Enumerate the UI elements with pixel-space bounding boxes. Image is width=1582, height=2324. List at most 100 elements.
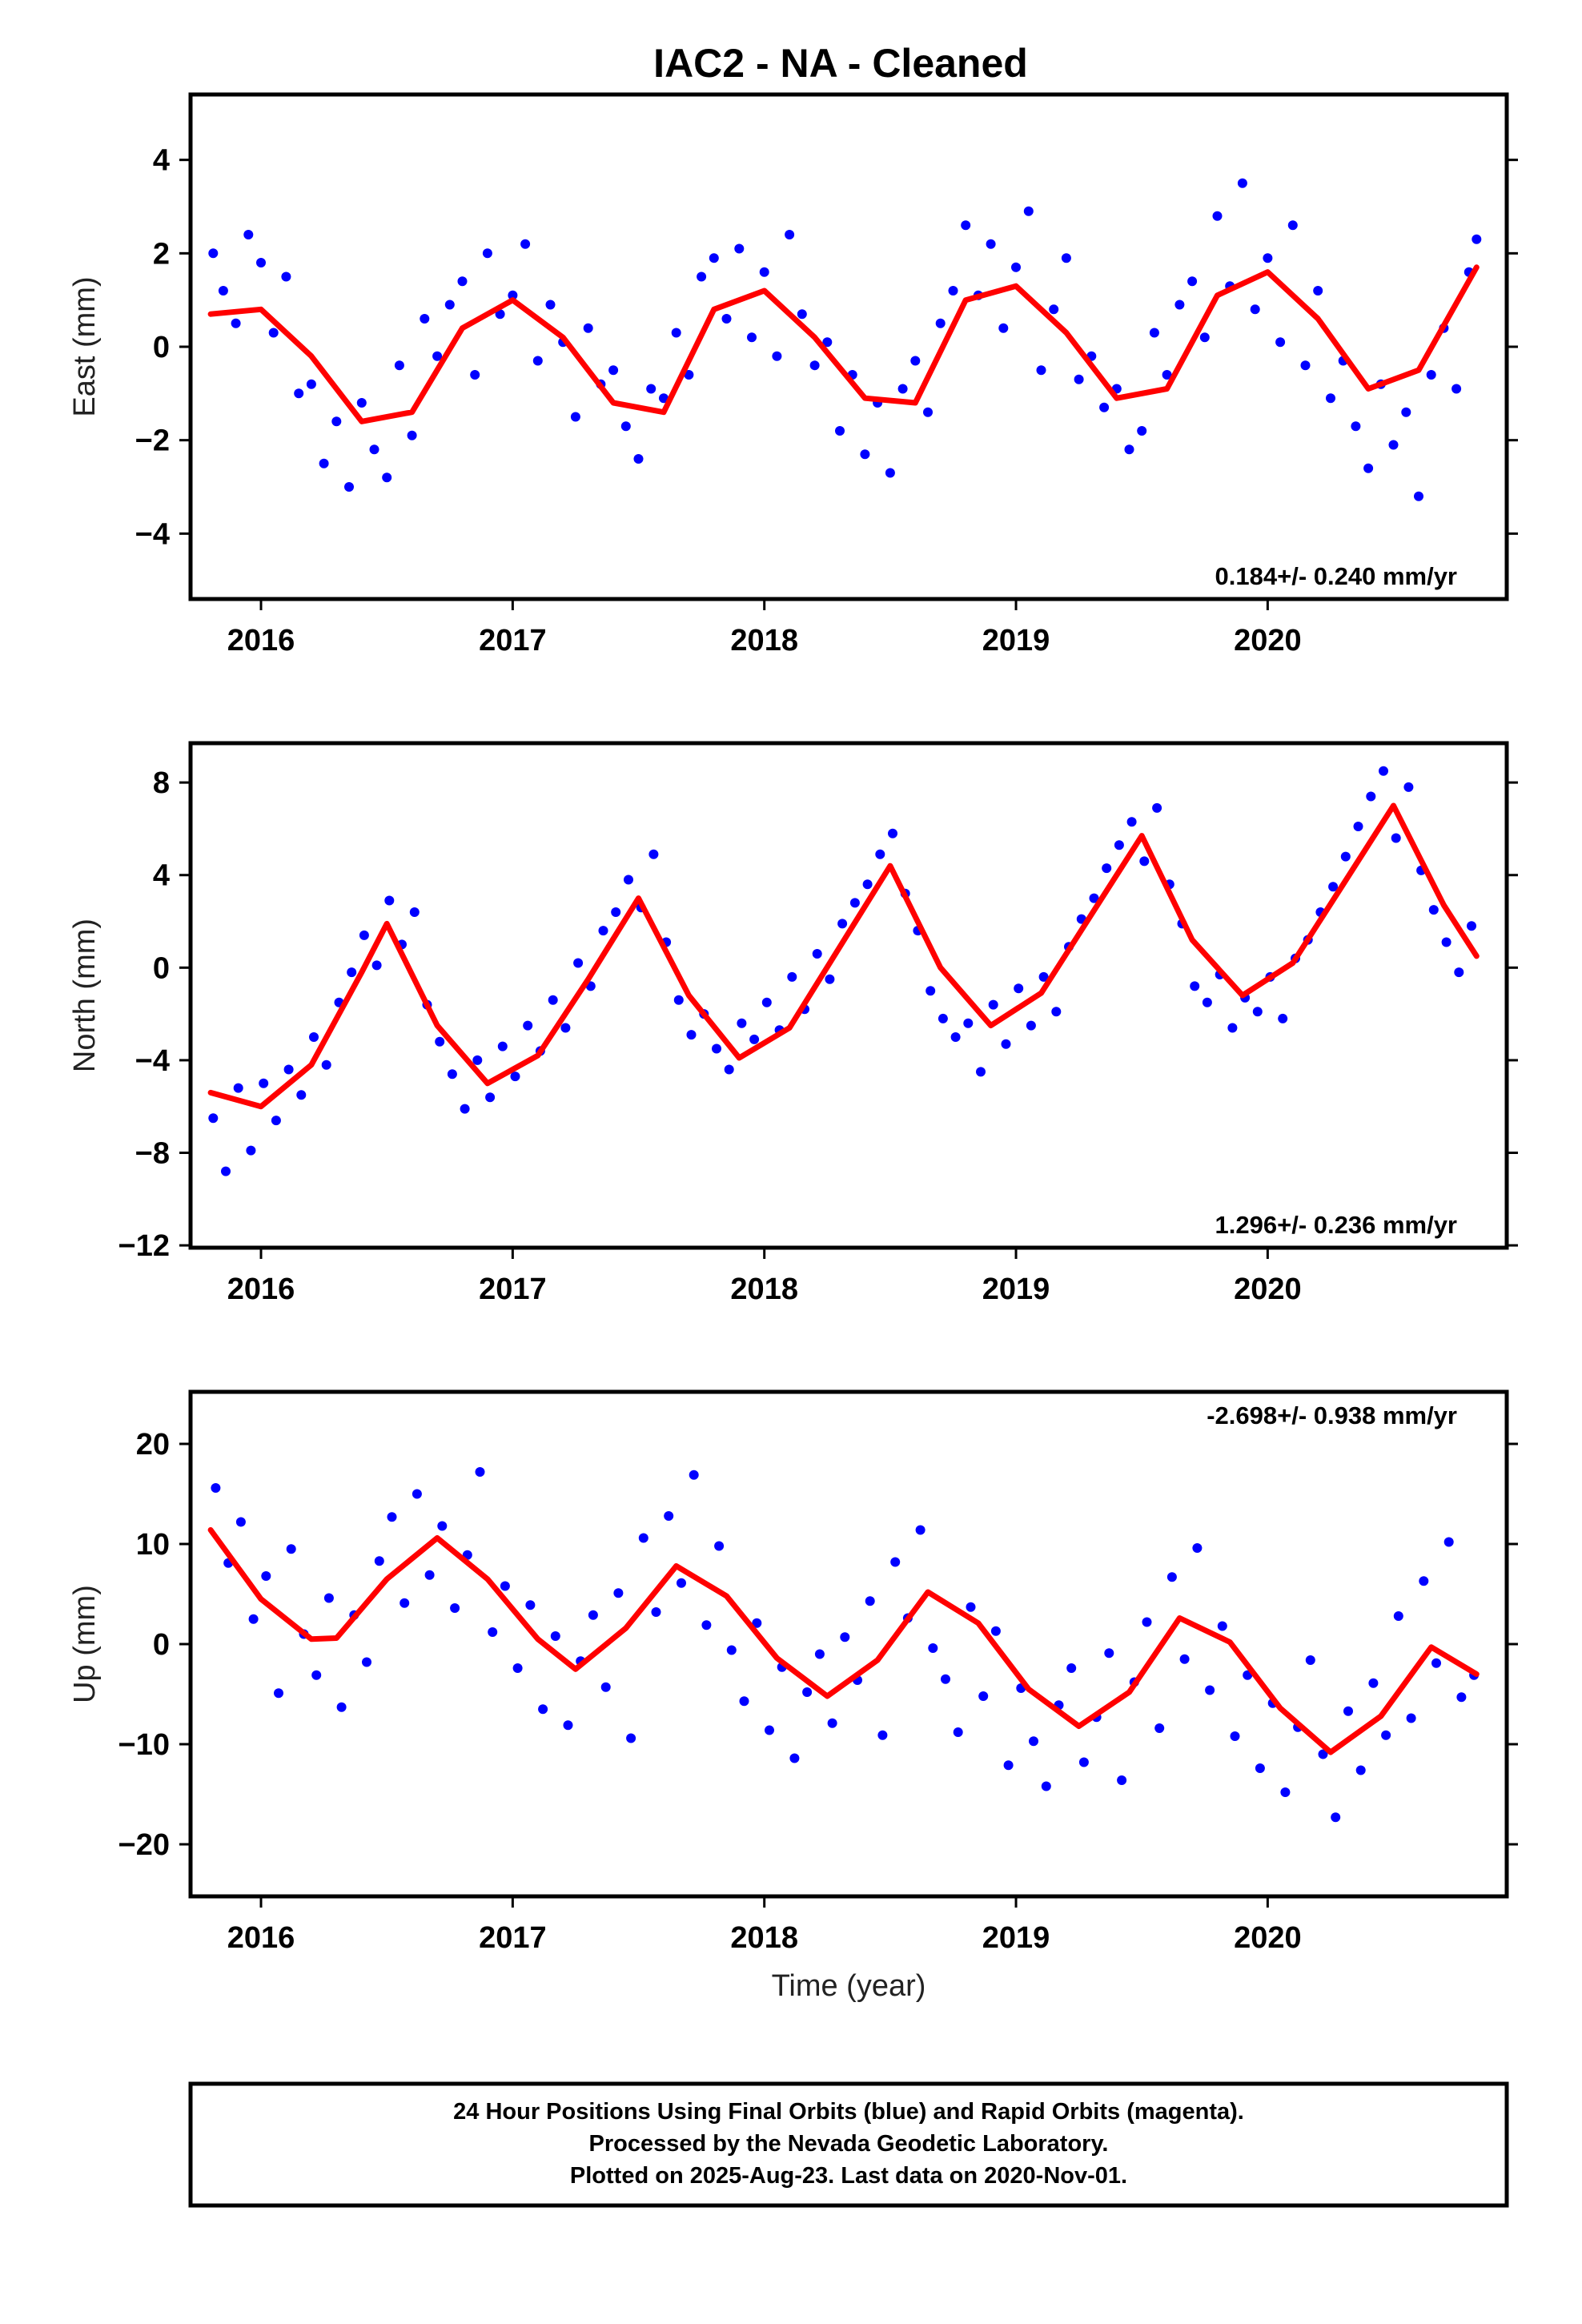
- east-point: [633, 454, 644, 464]
- up-point: [1419, 1576, 1429, 1586]
- north-point: [1441, 937, 1452, 947]
- up-rate-label: -2.698+/- 0.938 mm/yr: [1207, 1401, 1457, 1429]
- up-point: [286, 1544, 296, 1554]
- east-point: [1326, 393, 1335, 404]
- up-fit-line: [207, 1527, 1480, 1755]
- east-point: [1351, 421, 1361, 432]
- east-point: [1199, 332, 1210, 343]
- up-point: [1355, 1765, 1366, 1775]
- up-point: [789, 1753, 800, 1763]
- north-point: [761, 997, 772, 1007]
- north-point: [1252, 1007, 1263, 1017]
- east-point: [1472, 234, 1482, 244]
- north-point: [1152, 802, 1162, 813]
- east-point: [809, 360, 820, 371]
- north-point: [548, 995, 558, 1005]
- north-x-tick-label: 2017: [479, 1273, 547, 1306]
- up-point: [1305, 1655, 1315, 1665]
- up-point: [1166, 1572, 1177, 1582]
- north-point: [384, 895, 395, 906]
- north-point: [460, 1104, 470, 1114]
- east-point: [608, 365, 619, 376]
- east-point: [268, 328, 279, 338]
- north-plot-frame: [188, 741, 1509, 1250]
- up-x-tick-label: 2017: [479, 1921, 547, 1955]
- up-point: [550, 1631, 560, 1641]
- east-point: [218, 286, 228, 296]
- up-point: [1078, 1757, 1089, 1767]
- east-point: [1363, 463, 1374, 473]
- north-point: [1391, 833, 1401, 843]
- up-point: [1393, 1611, 1403, 1621]
- north-point: [1366, 791, 1376, 802]
- east-point: [835, 426, 845, 436]
- north-point: [1403, 782, 1414, 792]
- up-x-tick-label: 2020: [1234, 1921, 1302, 1955]
- east-point: [1074, 374, 1084, 384]
- up-point: [1217, 1621, 1227, 1631]
- up-point: [1255, 1763, 1265, 1773]
- east-point: [1212, 211, 1223, 221]
- north-point: [371, 960, 382, 971]
- east-point: [344, 482, 354, 492]
- east-y-axis-label: East (mm): [68, 276, 102, 416]
- east-point: [935, 318, 946, 328]
- north-point: [1114, 840, 1124, 850]
- up-point: [1205, 1685, 1215, 1695]
- east-point: [948, 286, 958, 296]
- north-point: [1051, 1007, 1062, 1017]
- up-point: [651, 1607, 661, 1617]
- north-fit-group: [207, 802, 1480, 1110]
- east-point: [208, 248, 219, 259]
- east-point: [1414, 491, 1423, 501]
- east-y-tick-label: 2: [153, 237, 170, 271]
- east-x-tick-label: 2018: [730, 624, 798, 657]
- east-point: [1287, 220, 1298, 231]
- up-point: [877, 1730, 888, 1740]
- footer-line-3: Plotted on 2025-Aug-23. Last data on 202…: [570, 2163, 1127, 2189]
- up-point: [1003, 1760, 1014, 1771]
- north-x-tick-label: 2016: [227, 1273, 295, 1306]
- up-point: [512, 1663, 523, 1673]
- up-point: [450, 1603, 460, 1613]
- east-point: [583, 323, 593, 333]
- east-point: [331, 416, 342, 427]
- up-x-tick-label: 2016: [227, 1921, 295, 1955]
- east-point: [1250, 304, 1260, 315]
- north-point: [1428, 905, 1439, 915]
- north-point: [837, 919, 848, 929]
- up-point: [814, 1649, 825, 1659]
- north-point: [624, 875, 633, 885]
- north-point: [246, 1145, 256, 1156]
- east-point: [470, 370, 480, 380]
- up-point: [1179, 1654, 1190, 1664]
- north-point: [1278, 1013, 1288, 1023]
- up-point: [437, 1521, 448, 1531]
- north-point: [259, 1078, 269, 1088]
- north-point: [926, 986, 936, 996]
- east-x-tick-label: 2019: [982, 624, 1050, 657]
- x-axis-label: Time (year): [772, 1969, 926, 2003]
- east-point: [961, 220, 971, 231]
- up-point: [248, 1614, 259, 1624]
- east-point: [1137, 426, 1147, 436]
- up-point: [626, 1733, 636, 1743]
- east-point: [721, 314, 732, 324]
- up-point: [1117, 1775, 1127, 1785]
- up-point: [538, 1704, 548, 1715]
- north-point: [523, 1020, 533, 1031]
- north-point: [712, 1043, 721, 1054]
- east-point: [532, 356, 543, 366]
- up-point: [664, 1511, 674, 1521]
- up-point: [1456, 1692, 1467, 1703]
- east-rate-label: 0.184+/- 0.240 mm/yr: [1215, 562, 1457, 590]
- east-point: [797, 309, 807, 320]
- footer-line-1: 24 Hour Positions Using Final Orbits (bl…: [453, 2099, 1244, 2125]
- up-point: [387, 1512, 397, 1522]
- east-point: [1049, 304, 1059, 315]
- north-y-axis-label: North (mm): [68, 919, 102, 1072]
- up-point: [412, 1489, 422, 1499]
- up-y-tick-label: 0: [153, 1628, 170, 1662]
- east-point: [1388, 440, 1399, 450]
